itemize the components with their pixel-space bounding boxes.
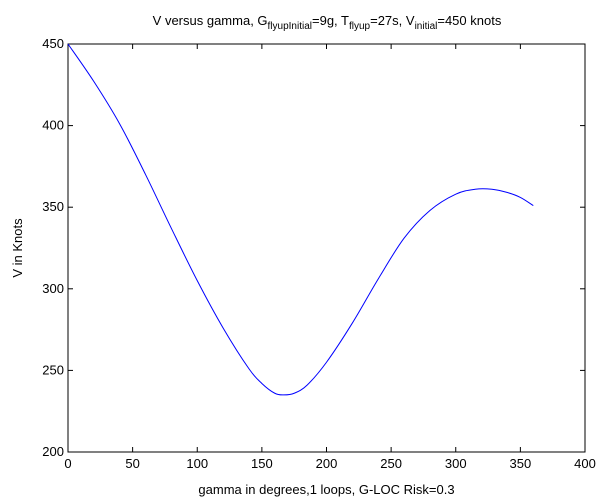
x-tick-label: 200 — [316, 456, 338, 471]
y-tick-label: 400 — [42, 118, 64, 133]
y-tick-label: 200 — [42, 444, 64, 459]
x-tick-label: 400 — [574, 456, 596, 471]
x-tick-label: 0 — [64, 456, 71, 471]
chart-title: V versus gamma, GflyupInitial=9g, Tflyup… — [153, 13, 502, 32]
plot-area — [67, 43, 586, 453]
x-tick-label: 100 — [186, 456, 208, 471]
x-tick-label: 350 — [510, 456, 532, 471]
title-prefix: V versus gamma, G — [153, 13, 268, 28]
x-tick-label: 250 — [380, 456, 402, 471]
title-g-value: =9g, T — [312, 13, 349, 28]
x-axis-label: gamma in degrees,1 loops, G-LOC Risk=0.3 — [198, 482, 454, 497]
title-g-subscript: flyupInitial — [268, 21, 312, 32]
x-tick-label: 50 — [125, 456, 139, 471]
y-tick-label: 450 — [42, 36, 64, 51]
y-tick-label: 250 — [42, 362, 64, 377]
title-t-value: =27s, V — [370, 13, 415, 28]
title-v-subscript: initial — [415, 21, 438, 32]
y-tick-label: 350 — [42, 199, 64, 214]
y-tick-label: 300 — [42, 281, 64, 296]
x-tick-label: 300 — [445, 456, 467, 471]
title-t-subscript: flyup — [349, 21, 371, 32]
series-line — [67, 43, 534, 396]
x-tick-label: 150 — [251, 456, 273, 471]
y-axis-label: V in Knots — [10, 218, 25, 278]
title-v-value: =450 knots — [437, 13, 501, 28]
